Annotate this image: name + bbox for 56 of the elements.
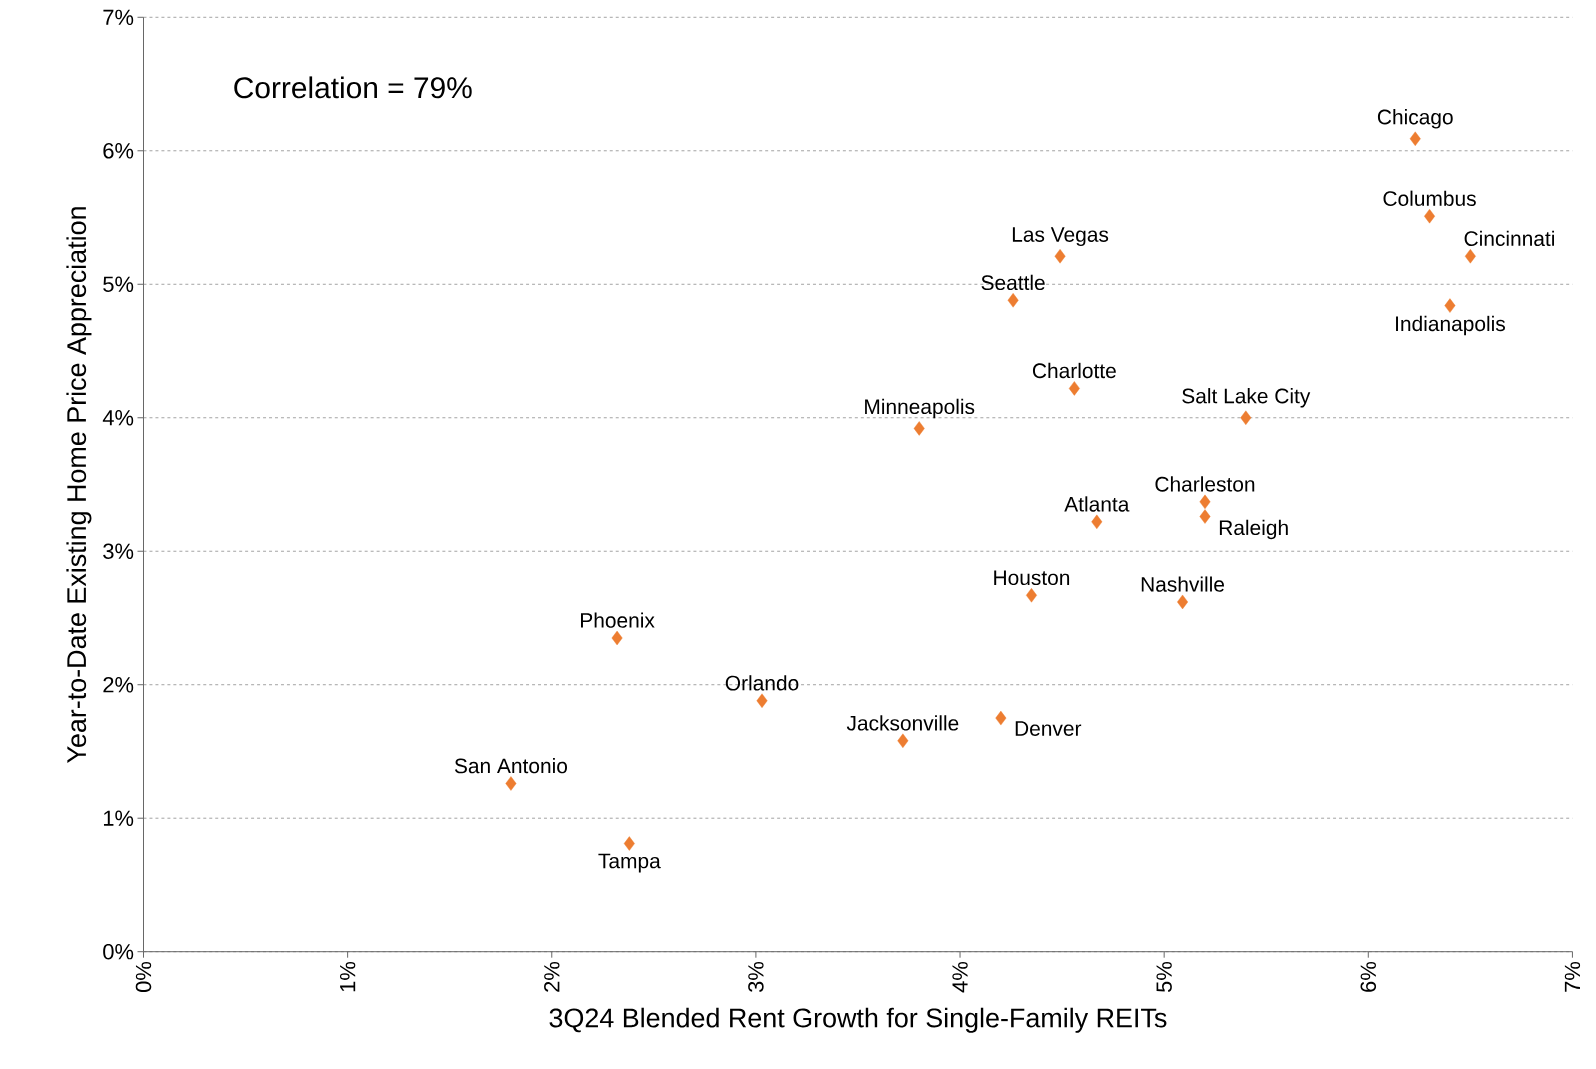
point (1464, 249, 1476, 264)
point (505, 776, 517, 791)
y-tick-label: 4% (102, 410, 134, 426)
point (1068, 381, 1080, 396)
annotation: Jacksonville (846, 715, 959, 731)
y-tick-label: 5% (103, 276, 134, 292)
annotation: Indianapolis (1396, 315, 1505, 336)
x-tick-label: 5% (1156, 962, 1172, 993)
annotation: Salt Lake City (1182, 388, 1311, 408)
y-tick-label: 1% (103, 810, 134, 826)
annotation: Las Vegas (1012, 227, 1109, 247)
y-tick-label: 7% (103, 9, 134, 25)
point (611, 630, 623, 646)
annotation: Houston (994, 570, 1070, 586)
annotation: Chicago (1377, 109, 1453, 129)
annotation: Charleston (1155, 476, 1255, 492)
annotation: Atlanta (1064, 496, 1130, 512)
point (1409, 131, 1421, 146)
point (1199, 494, 1211, 510)
point (897, 733, 909, 748)
annotation: Charlotte (1032, 362, 1116, 379)
annotation: Tampa (598, 853, 661, 873)
annotation: Minneapolis (865, 398, 975, 419)
point (1199, 509, 1211, 524)
x-tick-label: 6% (1360, 962, 1377, 992)
point (1054, 249, 1066, 264)
point (1444, 298, 1456, 313)
point (1091, 514, 1103, 530)
point (1240, 410, 1252, 425)
y-tick-label: 3% (103, 543, 134, 559)
annotation: Phoenix (581, 612, 655, 628)
y-tick-label: 2% (103, 677, 134, 693)
annotation: Seattle (981, 274, 1045, 291)
x-tick-label: 7% (1564, 962, 1581, 992)
x-tick-label: 3% (748, 962, 764, 993)
annotation: Nashville (1141, 576, 1225, 592)
annotation: Denver (1015, 721, 1082, 736)
point (1026, 588, 1037, 603)
annotation: Raleigh (1219, 519, 1288, 540)
x-tick-label: 2% (544, 962, 560, 992)
annotation: Correlation = 79% (234, 76, 472, 99)
x-tick-label: 4% (952, 962, 968, 993)
x-tick-label: 1% (339, 962, 356, 992)
y-tick-label: 6% (103, 143, 134, 159)
point (1007, 293, 1019, 308)
y-tick-label: 0% (103, 943, 134, 960)
point (756, 693, 768, 708)
point (995, 710, 1007, 726)
annotation: San Antonio (454, 757, 568, 774)
annotation: Columbus (1383, 190, 1476, 206)
x-axis-title: 3Q24 Blended Rent Growth for Single-Family REITs (549, 1007, 1167, 1033)
point (913, 421, 925, 436)
y-axis-title: Year-to-Date Existing Home Price Appreciation (66, 207, 92, 763)
annotation: Cincinnati (1464, 230, 1554, 247)
point (623, 836, 635, 851)
annotation: Orlando (725, 675, 799, 691)
